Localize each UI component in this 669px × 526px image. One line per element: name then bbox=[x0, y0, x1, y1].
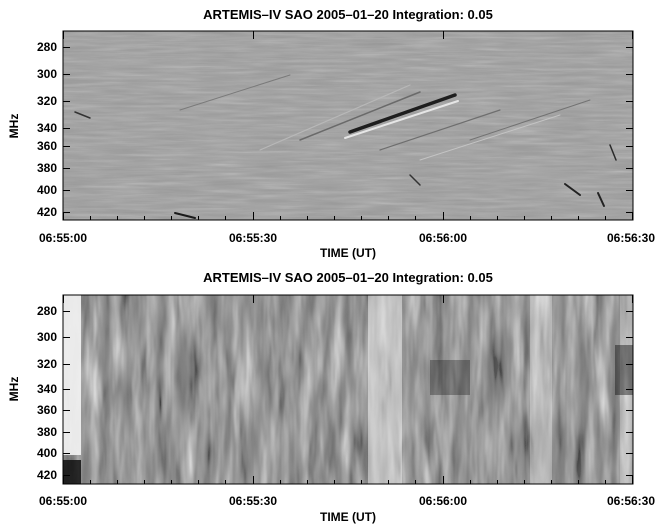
y-tick-label: 300 bbox=[37, 330, 57, 344]
y-tick-label: 380 bbox=[37, 161, 57, 175]
panel-bottom-x-axis-label: TIME (UT) bbox=[320, 510, 376, 524]
y-tick-label: 340 bbox=[37, 382, 57, 396]
x-tick-label: 06:55:00 bbox=[39, 494, 87, 508]
panel-top-x-axis-label: TIME (UT) bbox=[320, 246, 376, 260]
y-tick-label: 420 bbox=[37, 468, 57, 482]
y-tick-label: 300 bbox=[37, 67, 57, 81]
panel-bottom-texture bbox=[63, 295, 633, 484]
panel-bottom-y-ticks bbox=[63, 311, 633, 476]
y-tick-label: 400 bbox=[37, 183, 57, 197]
panel-bottom-spectrogram bbox=[62, 294, 634, 485]
panel-top-texture bbox=[63, 31, 633, 220]
panel-bottom-x-tick-labels: 06:55:00 06:55:30 06:56:00 06:56:30 bbox=[39, 494, 655, 508]
panel-top-x-ticks bbox=[63, 31, 633, 220]
y-tick-label: 320 bbox=[37, 94, 57, 108]
panel-top-title: ARTEMIS–IV SAO 2005–01–20 Integration: 0… bbox=[203, 7, 493, 22]
panel-bottom-y-axis: 280 300 320 340 360 380 400 420 MHz bbox=[7, 304, 633, 482]
panel-bottom-y-tick-labels: 280 300 320 340 360 380 400 420 bbox=[37, 304, 57, 482]
x-tick-label: 06:56:00 bbox=[419, 494, 467, 508]
x-tick-label: 06:55:30 bbox=[229, 494, 277, 508]
y-tick-label: 360 bbox=[37, 403, 57, 417]
panel-bottom-x-ticks bbox=[63, 295, 633, 484]
y-tick-label: 360 bbox=[37, 139, 57, 153]
y-tick-label: 280 bbox=[37, 40, 57, 54]
panel-top-x-tick-labels: 06:55:00 06:55:30 06:56:00 06:56:30 bbox=[39, 231, 655, 245]
panel-top: ARTEMIS–IV SAO 2005–01–20 Integration: 0… bbox=[7, 7, 655, 260]
x-tick-label: 06:56:00 bbox=[419, 231, 467, 245]
panel-top-frame bbox=[62, 30, 634, 221]
y-tick-label: 420 bbox=[37, 205, 57, 219]
x-tick-label: 06:55:30 bbox=[229, 231, 277, 245]
panel-top-y-ticks bbox=[63, 47, 633, 213]
y-tick-label: 340 bbox=[37, 121, 57, 135]
panel-top-spectrogram bbox=[62, 30, 634, 221]
panel-top-drift-features bbox=[74, 74, 617, 219]
y-tick-label: 320 bbox=[37, 357, 57, 371]
panel-bottom-dark-patches bbox=[63, 345, 633, 484]
panel-bottom: ARTEMIS–IV SAO 2005–01–20 Integration: 0… bbox=[7, 270, 655, 524]
panel-bottom-y-axis-label: MHz bbox=[7, 377, 21, 402]
panel-bottom-x-axis: 06:55:00 06:55:30 06:56:00 06:56:30 TIME… bbox=[39, 295, 655, 524]
x-tick-label: 06:56:30 bbox=[607, 494, 655, 508]
y-tick-label: 400 bbox=[37, 446, 57, 460]
x-tick-label: 06:56:30 bbox=[607, 231, 655, 245]
panel-bottom-title: ARTEMIS–IV SAO 2005–01–20 Integration: 0… bbox=[203, 270, 493, 285]
panel-top-y-tick-labels: 280 300 320 340 360 380 400 420 bbox=[37, 40, 57, 219]
panel-top-y-axis-label: MHz bbox=[7, 114, 21, 139]
panel-top-y-axis: 280 300 320 340 360 380 400 420 MHz bbox=[7, 40, 633, 219]
x-tick-label: 06:55:00 bbox=[39, 231, 87, 245]
y-tick-label: 380 bbox=[37, 425, 57, 439]
y-tick-label: 280 bbox=[37, 304, 57, 318]
panel-top-x-axis: 06:55:00 06:55:30 06:56:00 06:56:30 TIME… bbox=[39, 31, 655, 260]
